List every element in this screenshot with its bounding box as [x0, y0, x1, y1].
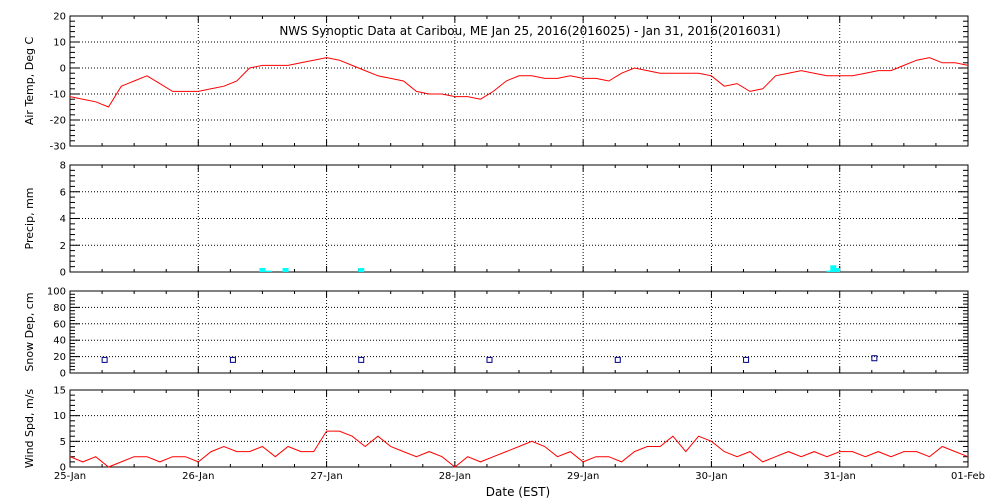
panel-precipitation: 0 2 4 6 8 Precip, mm — [23, 161, 969, 279]
y-tick-label: 40 — [53, 336, 66, 347]
y-tick-label: 5 — [60, 437, 66, 448]
y-tick-label: 100 — [47, 287, 66, 298]
y-axis-label: Precip, mm — [23, 188, 36, 250]
y-axis-label: Air Temp, Deg C — [23, 37, 36, 126]
y-tick-label: -10 — [50, 90, 66, 101]
x-tick-label: 27-Jan — [310, 471, 342, 482]
y-tick-label: 0 — [60, 369, 66, 380]
y-tick-label: 0 — [60, 64, 66, 75]
panel-frame — [69, 164, 969, 273]
x-tick-label: 31-Jan — [824, 471, 856, 482]
y-axis-label: Snow Dep, cm — [23, 292, 36, 371]
snow-depth-marker — [358, 356, 365, 363]
precip-bar — [282, 267, 289, 272]
y-tick-label: 6 — [60, 187, 66, 198]
panel-wind_speed: 0 5 10 15 Wind Spd, m/s — [23, 386, 969, 474]
panel-air_temperature: -30 -20 -10 0 10 20 Air Temp, Deg C — [23, 12, 969, 153]
x-tick-label: 30-Jan — [695, 471, 727, 482]
snow-depth-marker — [101, 356, 108, 363]
chart-title: NWS Synoptic Data at Caribou, ME Jan 25,… — [279, 24, 780, 38]
y-tick-label: 20 — [53, 352, 66, 363]
panel-frame — [69, 389, 969, 468]
x-tick-label: 29-Jan — [567, 471, 599, 482]
x-tick-label: 01-Feb — [951, 471, 985, 482]
x-tick-label: 26-Jan — [182, 471, 214, 482]
snow-depth-marker — [614, 356, 621, 363]
y-tick-label: 80 — [53, 303, 66, 314]
snow-depth-marker — [871, 355, 878, 362]
panels-group: -30 -20 -10 0 10 20 Air Temp, Deg C 0 2 4 6 8 Precip… — [23, 12, 985, 483]
panel-snow_depth: 0 20 40 60 80 100 Snow Dep, cm — [23, 287, 969, 380]
y-axis-label: Wind Spd, m/s — [23, 389, 36, 469]
x-axis-label: Date (EST) — [486, 485, 550, 499]
y-tick-label: 2 — [60, 241, 66, 252]
snow-depth-marker — [229, 356, 236, 363]
y-tick-label: 20 — [53, 12, 66, 23]
y-tick-label: 10 — [53, 38, 66, 49]
air_temperature-line — [69, 57, 969, 108]
precip-bar — [834, 267, 841, 272]
y-tick-label: 60 — [53, 319, 66, 330]
y-tick-label: 4 — [60, 214, 66, 225]
x-tick-label: 25-Jan — [54, 471, 86, 482]
snow-depth-marker — [743, 356, 750, 363]
precip-bar — [358, 267, 365, 272]
y-tick-label: -30 — [50, 142, 66, 153]
snow-depth-marker — [486, 356, 493, 363]
precip-bar — [826, 270, 833, 272]
y-tick-label: 8 — [60, 161, 66, 172]
wind_speed-line — [69, 430, 969, 468]
y-tick-label: -20 — [50, 116, 66, 127]
y-tick-label: 15 — [53, 386, 66, 397]
precip-bar — [265, 270, 272, 272]
precip-bar — [830, 265, 837, 272]
x-tick-label: 28-Jan — [439, 471, 471, 482]
precip-bar — [259, 267, 266, 272]
panel-frame — [69, 290, 969, 374]
y-tick-label: 0 — [60, 463, 66, 474]
y-tick-label: 0 — [60, 268, 66, 279]
y-tick-label: 10 — [53, 411, 66, 422]
